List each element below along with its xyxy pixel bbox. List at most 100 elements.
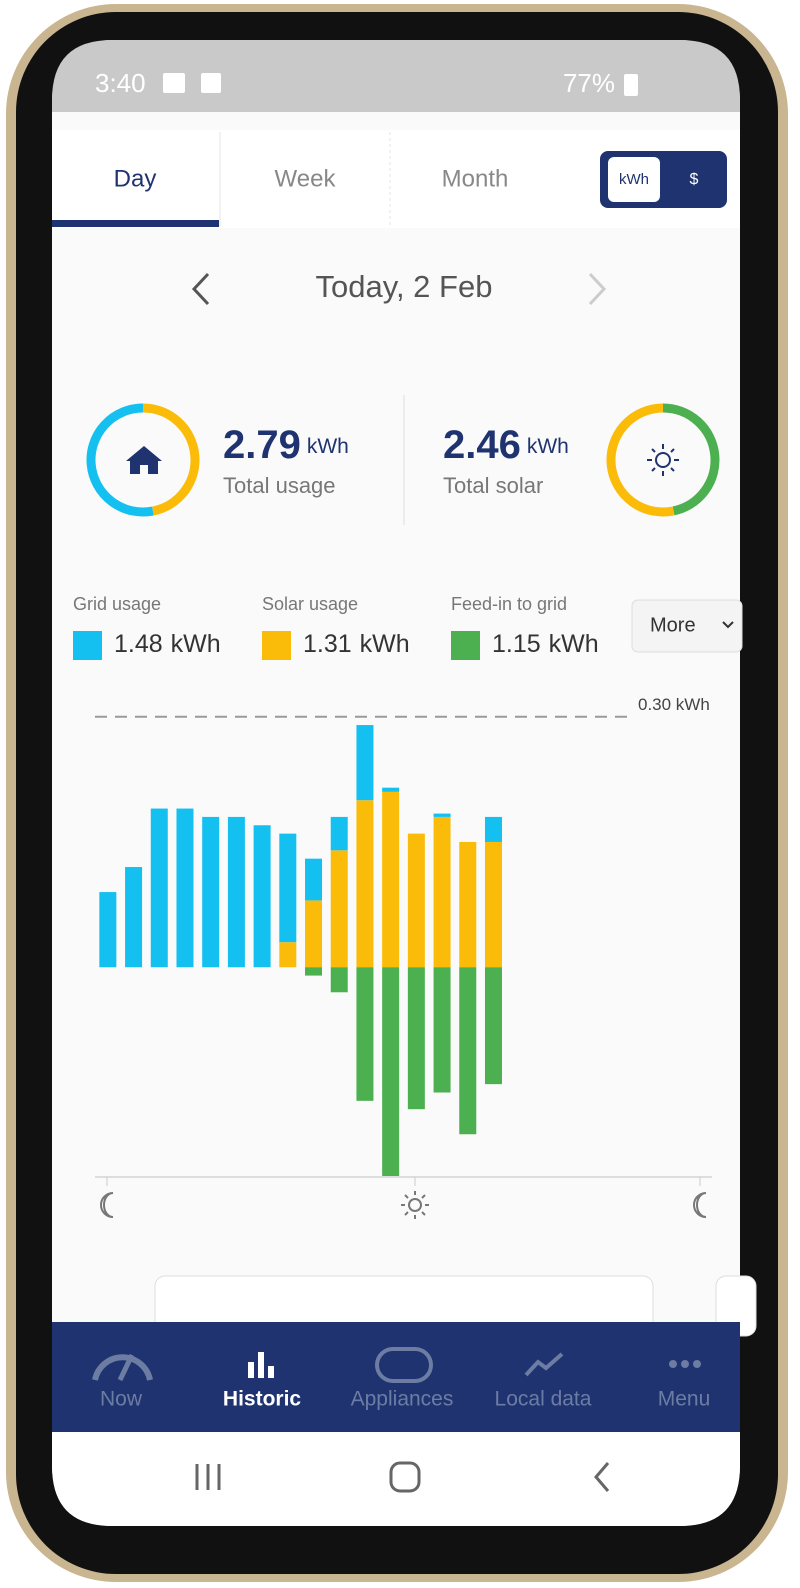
sun-icon bbox=[647, 444, 679, 476]
bar-segment bbox=[253, 825, 271, 968]
legend-name: Solar usage bbox=[262, 594, 358, 614]
status-battery: 77% bbox=[563, 68, 615, 98]
bar-segment bbox=[305, 900, 323, 968]
summary-unit: kWh bbox=[527, 435, 569, 458]
prev-arrow[interactable] bbox=[191, 272, 210, 306]
bar-segment bbox=[382, 967, 400, 1176]
bar-segment bbox=[484, 816, 502, 842]
bottom-nav bbox=[52, 1322, 740, 1432]
legend-value: 1.48 kWh bbox=[114, 630, 221, 658]
bar-segment bbox=[356, 967, 374, 1101]
system-nav-buttons[interactable] bbox=[195, 1461, 610, 1493]
bar-segment bbox=[407, 833, 425, 968]
bar-segment bbox=[356, 800, 374, 968]
bar-segment bbox=[459, 967, 477, 1135]
legend-number: 1.31 bbox=[303, 630, 352, 658]
bar-segment bbox=[484, 967, 502, 1085]
tab-indicator bbox=[52, 220, 219, 227]
nav-label[interactable]: Historic bbox=[223, 1388, 302, 1411]
legend-name: Grid usage bbox=[73, 594, 161, 614]
unit-toggle-active bbox=[608, 157, 660, 202]
unit-option[interactable]: kWh bbox=[619, 171, 649, 188]
more-button[interactable] bbox=[631, 599, 743, 653]
bar-segment bbox=[150, 808, 168, 968]
bar-segment bbox=[407, 967, 425, 1110]
bar-segment bbox=[99, 892, 117, 968]
reference-label: 0.30 kWh bbox=[638, 695, 710, 714]
legend-swatch bbox=[73, 631, 102, 660]
bar-segment bbox=[176, 808, 194, 968]
status-time: 3:40 bbox=[95, 68, 146, 98]
legend-unit: kWh bbox=[549, 630, 599, 658]
nav-label[interactable]: Local data bbox=[495, 1388, 592, 1411]
bar-segment bbox=[227, 816, 245, 968]
date-label: Today, 2 Feb bbox=[316, 269, 493, 304]
bar-segment bbox=[305, 858, 323, 901]
summary-unit: kWh bbox=[307, 435, 349, 458]
legend-unit: kWh bbox=[171, 630, 221, 658]
donut-segment bbox=[86, 403, 154, 517]
house-icon bbox=[126, 446, 162, 474]
bar-segment bbox=[356, 725, 374, 801]
summary-number: 2.46 bbox=[443, 423, 521, 467]
status-icon bbox=[163, 73, 185, 93]
battery-icon bbox=[624, 74, 638, 96]
bar-segment bbox=[279, 833, 297, 943]
summary-label: Total usage bbox=[223, 473, 336, 498]
unit-option[interactable]: $ bbox=[690, 171, 699, 188]
local-data-icon bbox=[524, 1352, 564, 1377]
bar-segment bbox=[125, 867, 143, 968]
bar-segment bbox=[330, 850, 348, 968]
sun-axis-icon bbox=[401, 1191, 429, 1219]
donut-segment bbox=[142, 403, 200, 516]
bar-segment bbox=[305, 967, 323, 976]
status-bar bbox=[52, 40, 740, 112]
tab-label[interactable]: Month bbox=[442, 165, 509, 192]
appliances-icon bbox=[375, 1347, 433, 1383]
bar-segment bbox=[433, 816, 451, 968]
bar-segment bbox=[484, 841, 502, 968]
legend-swatch bbox=[262, 631, 291, 660]
summary-label: Total solar bbox=[443, 473, 543, 498]
bar-segment bbox=[433, 967, 451, 1093]
more-label[interactable]: More bbox=[650, 614, 696, 636]
nav-label[interactable]: Appliances bbox=[351, 1388, 454, 1411]
tab-label[interactable]: Day bbox=[114, 165, 157, 192]
bar-segment bbox=[330, 967, 348, 993]
legend-number: 1.15 bbox=[492, 630, 541, 658]
donut-segment bbox=[662, 403, 720, 516]
screen bbox=[52, 40, 740, 1526]
legend-value: 1.31 kWh bbox=[303, 630, 410, 658]
summary-value: 2.79 kWh bbox=[223, 423, 349, 467]
bar-segment bbox=[459, 841, 477, 968]
bar-segment bbox=[382, 787, 400, 792]
menu-icon bbox=[669, 1360, 701, 1368]
historic-icon bbox=[248, 1352, 274, 1378]
now-icon bbox=[92, 1354, 153, 1381]
next-arrow[interactable] bbox=[588, 272, 607, 306]
legend-name: Feed-in to grid bbox=[451, 594, 567, 614]
bar-segment bbox=[330, 816, 348, 851]
bar-segment bbox=[279, 942, 297, 968]
status-icon bbox=[201, 73, 221, 93]
moon-icon bbox=[693, 1192, 707, 1218]
nav-label[interactable]: Menu bbox=[658, 1388, 711, 1411]
bar-segment bbox=[202, 816, 220, 968]
tab-label[interactable]: Week bbox=[275, 165, 337, 192]
moon-icon bbox=[100, 1192, 114, 1218]
donut-segment bbox=[606, 403, 675, 517]
bar-segment bbox=[382, 791, 400, 968]
legend-number: 1.48 bbox=[114, 630, 163, 658]
summary-value: 2.46 kWh bbox=[443, 423, 569, 467]
legend-value: 1.15 kWh bbox=[492, 630, 599, 658]
system-nav bbox=[52, 1432, 740, 1526]
nav-label[interactable]: Now bbox=[100, 1388, 143, 1411]
more-chevron bbox=[722, 621, 734, 629]
legend-swatch bbox=[451, 631, 480, 660]
now-icon bbox=[117, 1353, 135, 1382]
legend-unit: kWh bbox=[360, 630, 410, 658]
summary-number: 2.79 bbox=[223, 423, 301, 467]
bar-segment bbox=[433, 813, 451, 817]
